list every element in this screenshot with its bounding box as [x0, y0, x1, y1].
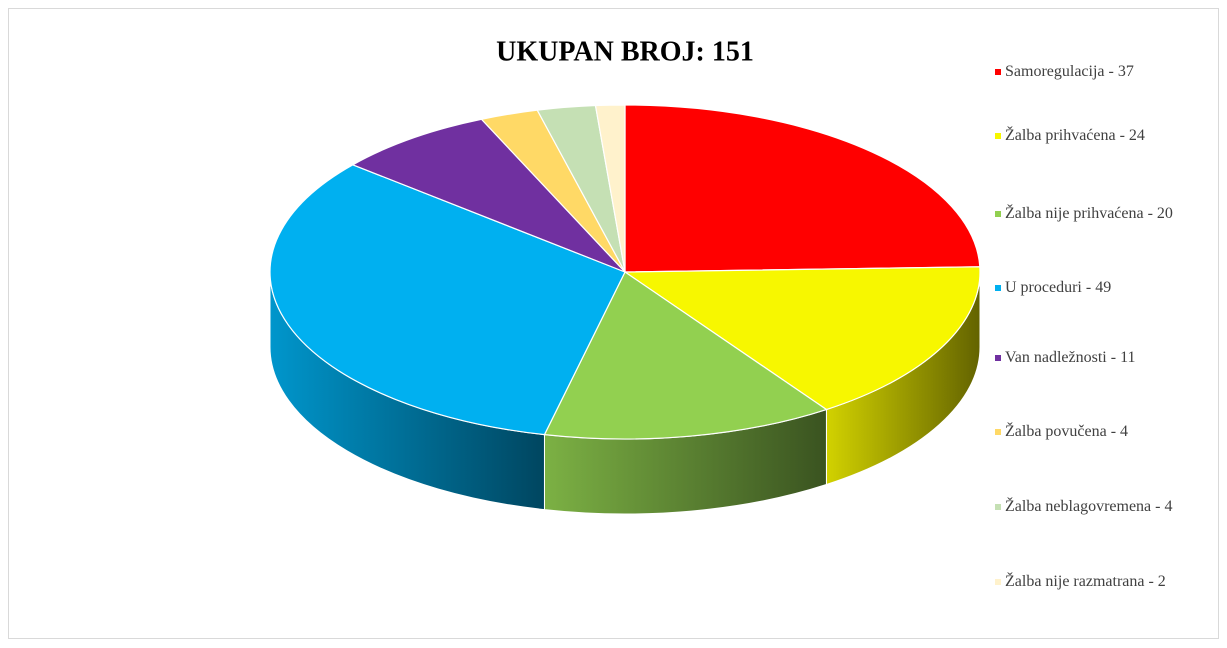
slice	[543, 271, 828, 440]
legend-entry: Žalba prihvaćena - 24	[995, 125, 1205, 147]
legend-label: Van nadležnosti - 11	[1005, 349, 1136, 366]
legend-swatch	[995, 211, 1001, 217]
legend-label: Žalba nije prihvaćena - 20	[1005, 205, 1173, 222]
chart-title: UKUPAN BROJ: 151	[496, 36, 754, 67]
legend-swatch	[995, 69, 1001, 75]
legend-entry: Žalba povučena - 4	[995, 421, 1205, 443]
legend-swatch	[995, 133, 1001, 139]
slice	[269, 164, 626, 436]
legend-entry: Žalba nije prihvaćena - 20	[995, 203, 1205, 225]
slice	[594, 104, 626, 273]
legend-label: U proceduri - 49	[1005, 279, 1112, 296]
legend-entry: Žalba neblagovremena - 4	[995, 496, 1205, 518]
legend-swatch	[995, 355, 1001, 361]
legend-swatch	[995, 285, 1001, 291]
legend-entry: Van nadležnosti - 11	[995, 347, 1205, 369]
legend-label: Žalba neblagovremena - 4	[1005, 498, 1173, 515]
slice	[351, 118, 626, 273]
legend-entry: Samoregulacija - 37	[995, 61, 1205, 83]
legend-label: Žalba nije razmatrana - 2	[1005, 573, 1166, 590]
legend-entry: U proceduri - 49	[995, 277, 1205, 299]
legend-swatch	[995, 504, 1001, 510]
legend-swatch	[995, 429, 1001, 435]
legend-label: Žalba prihvaćena - 24	[1005, 127, 1145, 144]
legend-label: Samoregulacija - 37	[1005, 63, 1134, 80]
slice	[623, 266, 981, 411]
legend-swatch	[995, 579, 1001, 585]
legend-label: Žalba povučena - 4	[1005, 423, 1129, 440]
slice	[624, 104, 981, 273]
legend-entry: Žalba nije razmatrana - 2	[995, 571, 1205, 593]
